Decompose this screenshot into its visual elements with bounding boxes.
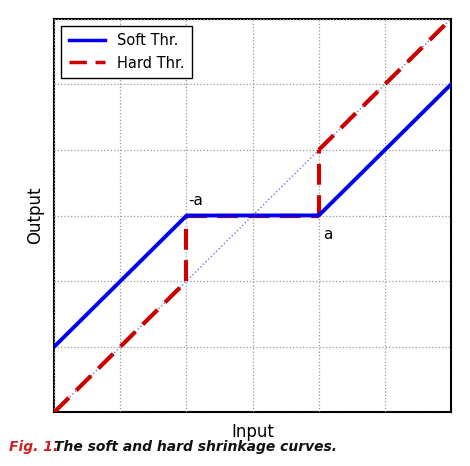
- Legend: Soft Thr., Hard Thr.: Soft Thr., Hard Thr.: [62, 26, 192, 78]
- Text: a: a: [323, 227, 332, 242]
- Y-axis label: Output: Output: [26, 187, 44, 244]
- X-axis label: Input: Input: [231, 423, 274, 441]
- Text: -a: -a: [188, 192, 204, 208]
- Text: The soft and hard shrinkage curves.: The soft and hard shrinkage curves.: [54, 440, 337, 454]
- Text: Fig. 1.: Fig. 1.: [9, 440, 59, 454]
